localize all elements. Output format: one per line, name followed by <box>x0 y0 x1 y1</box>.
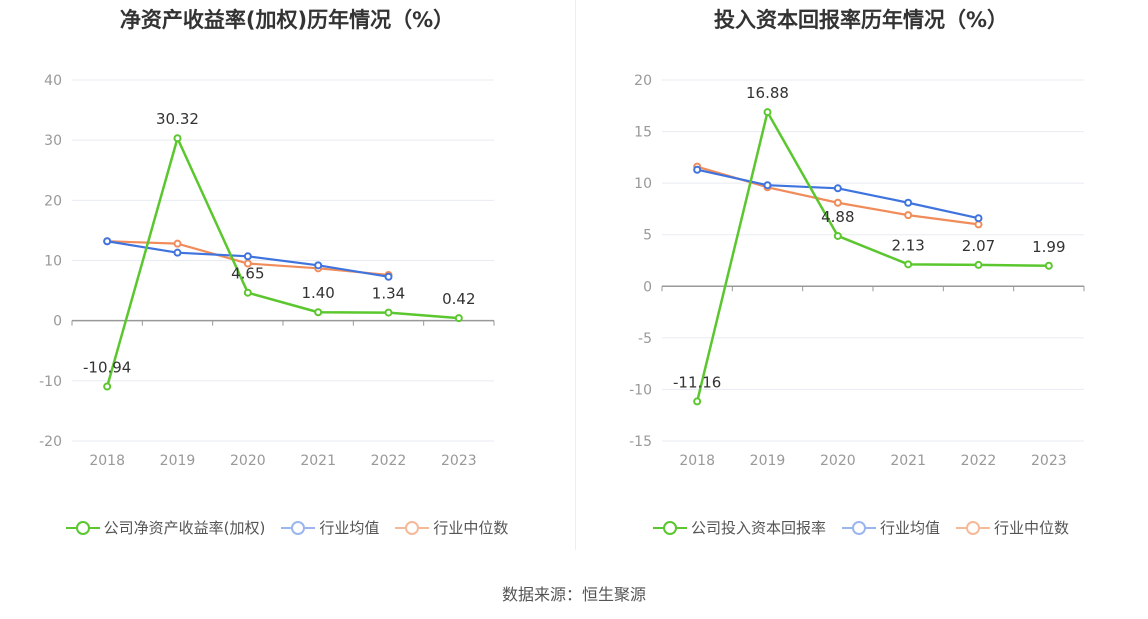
data-point-industry_median <box>904 211 913 220</box>
data-point-industry_avg <box>693 165 702 174</box>
data-point-company <box>974 260 983 269</box>
roe-chart-title: 净资产收益率(加权)历年情况（%） <box>119 8 455 32</box>
data-label: 0.42 <box>442 290 475 308</box>
data-source-note: 数据来源：恒生聚源 <box>501 585 646 604</box>
x-tick-label: 2018 <box>679 453 715 469</box>
y-tick-label: -10 <box>39 374 62 390</box>
legend-item-industry-avg[interactable]: 行业均值 <box>281 517 379 538</box>
data-label: 1.34 <box>372 285 405 303</box>
data-point-industry_avg <box>384 272 393 281</box>
legend-label: 行业中位数 <box>433 519 509 537</box>
legend-item-company-roic[interactable]: 公司投入资本回报率 <box>652 517 826 538</box>
data-point-company <box>833 231 842 240</box>
data-point-industry_median <box>173 239 182 248</box>
y-tick-label: 0 <box>643 279 652 295</box>
data-label: 4.65 <box>231 265 264 283</box>
data-point-industry_median <box>833 198 842 207</box>
data-point-industry_median <box>243 259 252 268</box>
series-line-company <box>695 110 1049 402</box>
legend-item-industry-avg[interactable]: 行业均值 <box>841 517 940 538</box>
x-tick-label: 2018 <box>89 453 125 469</box>
data-point-company <box>904 260 913 269</box>
x-tick-label: 2019 <box>160 453 196 469</box>
y-tick-label: -5 <box>638 331 652 347</box>
data-point-company <box>243 288 252 297</box>
data-point-industry_avg <box>314 261 323 270</box>
legend-item-company-roe[interactable]: 公司净资产收益率(加权) <box>65 517 266 538</box>
y-tick-label: 20 <box>44 193 62 209</box>
y-tick-label: 20 <box>634 73 652 89</box>
data-label: -10.94 <box>83 358 131 376</box>
data-point-industry_avg <box>904 198 913 207</box>
legend-item-industry-median[interactable]: 行业中位数 <box>395 517 508 538</box>
series-line-company <box>105 136 459 387</box>
y-tick-label: 40 <box>44 73 62 89</box>
data-point-company <box>693 397 702 406</box>
y-tick-label: 10 <box>634 176 652 192</box>
data-label: 16.88 <box>746 84 789 102</box>
panel-divider <box>575 0 576 550</box>
y-tick-label: -10 <box>629 382 652 398</box>
data-point-company <box>384 308 393 317</box>
data-point-industry_avg <box>173 248 182 257</box>
y-tick-label: -20 <box>39 434 62 450</box>
x-tick-label: 2023 <box>441 453 477 469</box>
data-label: 2.07 <box>962 237 995 255</box>
data-point-company <box>1044 261 1053 270</box>
data-point-company <box>763 108 772 117</box>
legend-label: 公司投入资本回报率 <box>690 519 826 537</box>
roic-chart-title: 投入资本回报率历年情况（%） <box>713 8 1009 32</box>
data-label: 30.32 <box>156 110 199 128</box>
legend-label: 行业中位数 <box>994 519 1070 537</box>
x-tick-label: 2021 <box>300 453 336 469</box>
y-tick-label: 5 <box>643 228 652 244</box>
data-label: 1.99 <box>1032 238 1065 256</box>
legend-label: 行业均值 <box>319 519 380 537</box>
y-tick-label: 15 <box>634 125 652 141</box>
legend-label: 公司净资产收益率(加权) <box>103 519 266 537</box>
data-label: 1.40 <box>301 284 334 302</box>
legend-marker-company <box>652 520 687 535</box>
roe-chart-panel: 净资产收益率(加权)历年情况（%） 40 30 20 10 0 -10 -20 2018 201… <box>0 0 574 560</box>
x-tick-label: 2023 <box>1031 453 1067 469</box>
legend-item-industry-median[interactable]: 行业中位数 <box>956 517 1069 538</box>
data-point-company <box>454 314 463 323</box>
data-label: 2.13 <box>891 236 924 254</box>
x-tick-label: 2020 <box>820 453 856 469</box>
data-label: 4.88 <box>821 208 854 226</box>
legend-marker-industry-avg <box>841 520 876 535</box>
data-point-company <box>314 308 323 317</box>
y-tick-label: -15 <box>629 434 652 450</box>
x-tick-label: 2021 <box>890 453 926 469</box>
data-point-industry_avg <box>243 252 252 261</box>
data-label: -11.16 <box>673 373 721 391</box>
x-tick-label: 2020 <box>230 453 266 469</box>
roic-chart: 20 15 10 5 0 -5 -10 -15 2018 2019 2020 2021 2022 2023… <box>629 73 1085 469</box>
y-tick-label: 0 <box>53 314 62 330</box>
data-point-industry_median <box>974 220 983 229</box>
roic-chart-panel: 投入资本回报率历年情况（%） 20 15 10 5 0 -5 -10 -15 2018 2019 2… <box>574 0 1148 560</box>
data-point-industry_avg <box>833 184 842 193</box>
roic-chart-legend: 公司投入资本回报率 行业均值 行业中位数 <box>574 517 1148 538</box>
y-tick-label: 10 <box>44 254 62 270</box>
legend-marker-industry-avg <box>281 520 316 535</box>
x-tick-label: 2019 <box>750 453 786 469</box>
legend-marker-industry-median <box>395 520 430 535</box>
legend-marker-company <box>65 520 100 535</box>
y-tick-label: 30 <box>44 133 62 149</box>
data-point-company <box>173 134 182 143</box>
legend-label: 行业均值 <box>879 519 940 537</box>
roe-chart-legend: 公司净资产收益率(加权) 行业均值 行业中位数 <box>0 517 574 538</box>
x-tick-label: 2022 <box>371 453 407 469</box>
data-point-company <box>103 382 112 391</box>
roe-chart: 40 30 20 10 0 -10 -20 2018 2019 2020 2021 2022 2023 -… <box>39 73 495 469</box>
data-point-industry_avg <box>103 237 112 246</box>
legend-marker-industry-median <box>956 520 990 535</box>
data-point-industry_avg <box>974 214 983 223</box>
x-tick-label: 2022 <box>961 453 997 469</box>
data-point-industry_avg <box>763 181 772 190</box>
